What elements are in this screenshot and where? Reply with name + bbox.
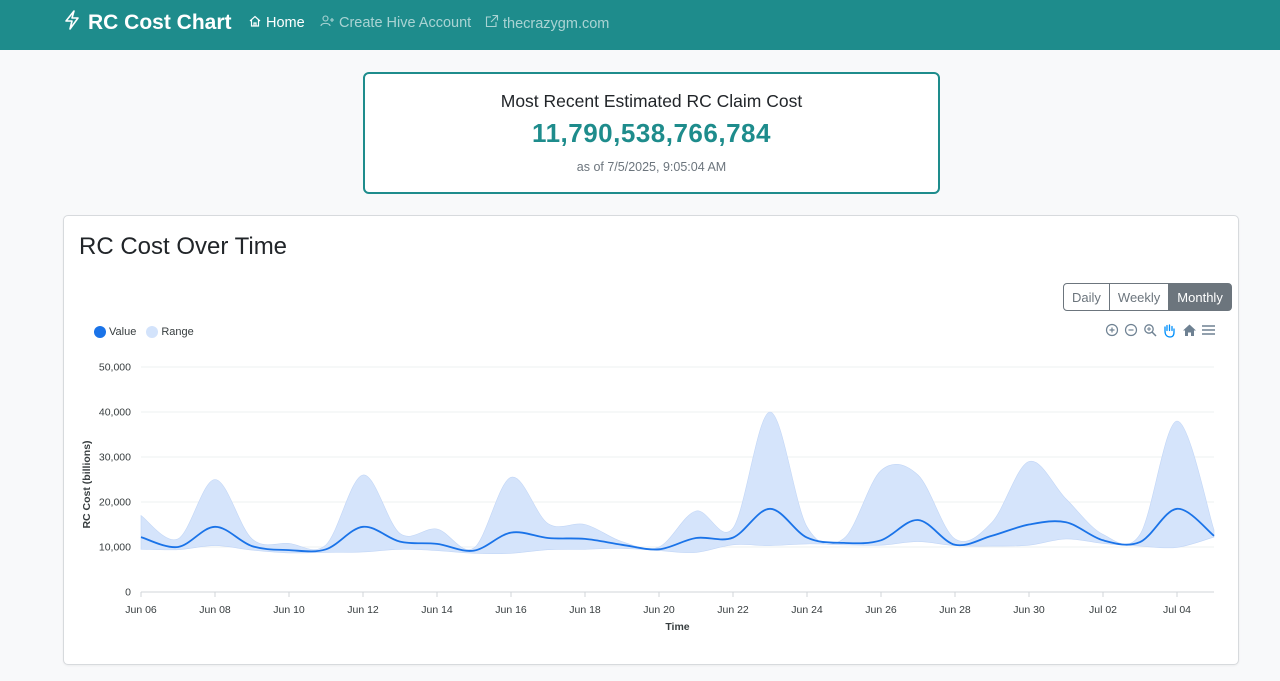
range-area <box>140 411 1215 555</box>
y-tick-label: 20,000 <box>99 497 131 509</box>
legend-marker <box>94 326 106 338</box>
legend-label: Value <box>109 326 137 338</box>
nav-link-label: Create Hive Account <box>339 15 472 31</box>
home-icon <box>248 14 266 32</box>
external-link-icon <box>484 14 503 33</box>
nav-link-external-site[interactable]: thecrazygm.com <box>484 14 609 33</box>
x-tick-label: Jun 24 <box>791 604 823 616</box>
x-tick-label: Jun 22 <box>717 604 749 616</box>
y-tick-label: 10,000 <box>99 542 131 554</box>
stat-value: 11,790,538,766,784 <box>532 118 771 148</box>
nav-link-label: Home <box>266 15 305 31</box>
navbar: RC Cost Chart Home Create Hive Account t… <box>0 0 1280 50</box>
chart-toolbar <box>1102 321 1218 339</box>
y-tick-label: 0 <box>125 587 131 599</box>
x-tick-label: Jun 08 <box>199 604 231 616</box>
legend-item-range[interactable]: Range <box>146 326 194 338</box>
magnifier-icon[interactable] <box>1140 321 1159 339</box>
y-axis-title: RC Cost (billions) <box>81 440 93 528</box>
home-reset-icon[interactable] <box>1180 321 1199 339</box>
y-tick-label: 30,000 <box>99 452 131 464</box>
weekly-button[interactable]: Weekly <box>1108 283 1170 311</box>
y-tick-label: 40,000 <box>99 407 131 419</box>
x-tick-label: Jun 30 <box>1013 604 1045 616</box>
x-tick-label: Jun 20 <box>643 604 675 616</box>
daily-button[interactable]: Daily <box>1063 283 1110 311</box>
stat-timestamp: as of 7/5/2025, 9:05:04 AM <box>576 160 727 174</box>
nav-link-label: thecrazygm.com <box>503 15 610 32</box>
legend-item-value[interactable]: Value <box>94 326 136 338</box>
x-tick-label: Jul 02 <box>1089 604 1117 616</box>
stat-title: Most Recent Estimated RC Claim Cost <box>500 91 803 111</box>
x-tick-label: Jun 28 <box>939 604 971 616</box>
x-tick-label: Jun 12 <box>347 604 379 616</box>
chart-card: 0 10,000 20,000 30,000 40,000 50,000 Jun 06 Jun… <box>63 215 1239 665</box>
x-axis-title: Time <box>665 621 689 633</box>
lightning-icon <box>64 10 88 36</box>
nav-link-home[interactable]: Home <box>248 14 305 32</box>
latest-cost-card: Most Recent Estimated RC Claim Cost 11,7… <box>363 72 940 194</box>
x-tick-label: Jun 18 <box>569 604 601 616</box>
legend-marker <box>146 326 159 338</box>
zoom-in-icon[interactable] <box>1102 321 1121 339</box>
timeframe-button-group: Daily Weekly Monthly <box>1063 283 1232 311</box>
legend-label: Range <box>161 326 194 338</box>
menu-icon[interactable] <box>1199 321 1218 339</box>
y-tick-label: 50,000 <box>99 362 131 374</box>
monthly-button[interactable]: Monthly <box>1168 283 1232 311</box>
nav-link-create-account[interactable]: Create Hive Account <box>320 14 471 32</box>
x-tick-label: Jun 10 <box>273 604 305 616</box>
user-plus-icon <box>320 14 339 32</box>
value-line <box>140 507 1215 553</box>
chart-title: RC Cost Over Time <box>79 233 288 260</box>
chart-canvas[interactable]: 0 10,000 20,000 30,000 40,000 50,000 Jun 06 Jun… <box>64 216 1240 666</box>
x-tick-label: Jun 06 <box>125 604 157 616</box>
x-tick-label: Jul 04 <box>1163 604 1191 616</box>
brand-label: RC Cost Chart <box>88 11 232 34</box>
brand[interactable]: RC Cost Chart <box>64 10 232 36</box>
zoom-out-icon[interactable] <box>1121 321 1140 339</box>
pan-hand-icon[interactable] <box>1159 321 1178 339</box>
chart-legend: Value Range <box>94 326 204 338</box>
x-tick-label: Jun 26 <box>865 604 897 616</box>
x-tick-label: Jun 16 <box>495 604 527 616</box>
x-tick-label: Jun 14 <box>421 604 453 616</box>
